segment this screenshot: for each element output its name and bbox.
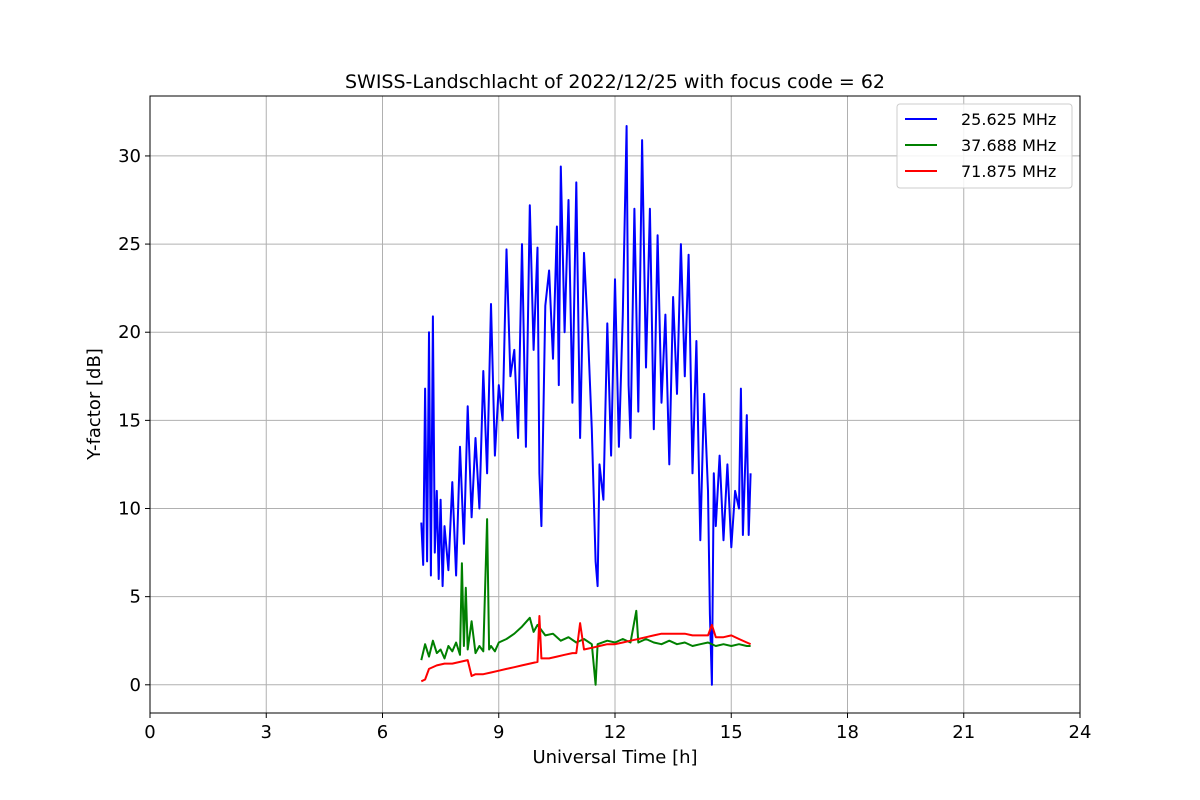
x-tick-label: 18 xyxy=(836,722,859,743)
legend-label: 71.875 MHz xyxy=(961,162,1056,181)
x-tick-label: 24 xyxy=(1069,722,1092,743)
legend: 25.625 MHz 37.688 MHz 71.875 MHz xyxy=(896,103,1073,189)
x-tick-label: 9 xyxy=(493,722,504,743)
series-line-2 xyxy=(420,518,751,686)
y-tick-label: 0 xyxy=(130,675,141,696)
legend-label: 37.688 MHz xyxy=(961,136,1056,155)
x-axis-label: Universal Time [h] xyxy=(532,747,697,768)
x-tick-label: 15 xyxy=(720,722,743,743)
y-tick-label: 10 xyxy=(118,499,141,520)
legend-label: 25.625 MHz xyxy=(961,110,1056,129)
y-axis-label: Y-factor [dB] xyxy=(84,348,105,461)
x-axis: 0 3 6 9 12 15 18 21 24 xyxy=(144,713,1091,743)
y-tick-label: 30 xyxy=(118,146,141,167)
series-layer xyxy=(420,125,752,686)
legend-box xyxy=(896,103,1073,189)
y-tick-label: 15 xyxy=(118,410,141,431)
chart-title: SWISS-Landschlacht of 2022/12/25 with fo… xyxy=(345,71,885,93)
x-tick-label: 12 xyxy=(604,722,627,743)
x-tick-label: 6 xyxy=(377,722,388,743)
x-tick-label: 3 xyxy=(261,722,272,743)
x-tick-label: 21 xyxy=(952,722,975,743)
x-tick-label: 0 xyxy=(144,722,155,743)
y-axis: 0 5 10 15 20 25 30 xyxy=(118,146,150,696)
y-tick-label: 20 xyxy=(118,322,141,343)
y-tick-label: 5 xyxy=(130,587,141,608)
series-line-1 xyxy=(420,125,752,686)
y-tick-label: 25 xyxy=(118,234,141,255)
series-line-3 xyxy=(420,615,752,683)
